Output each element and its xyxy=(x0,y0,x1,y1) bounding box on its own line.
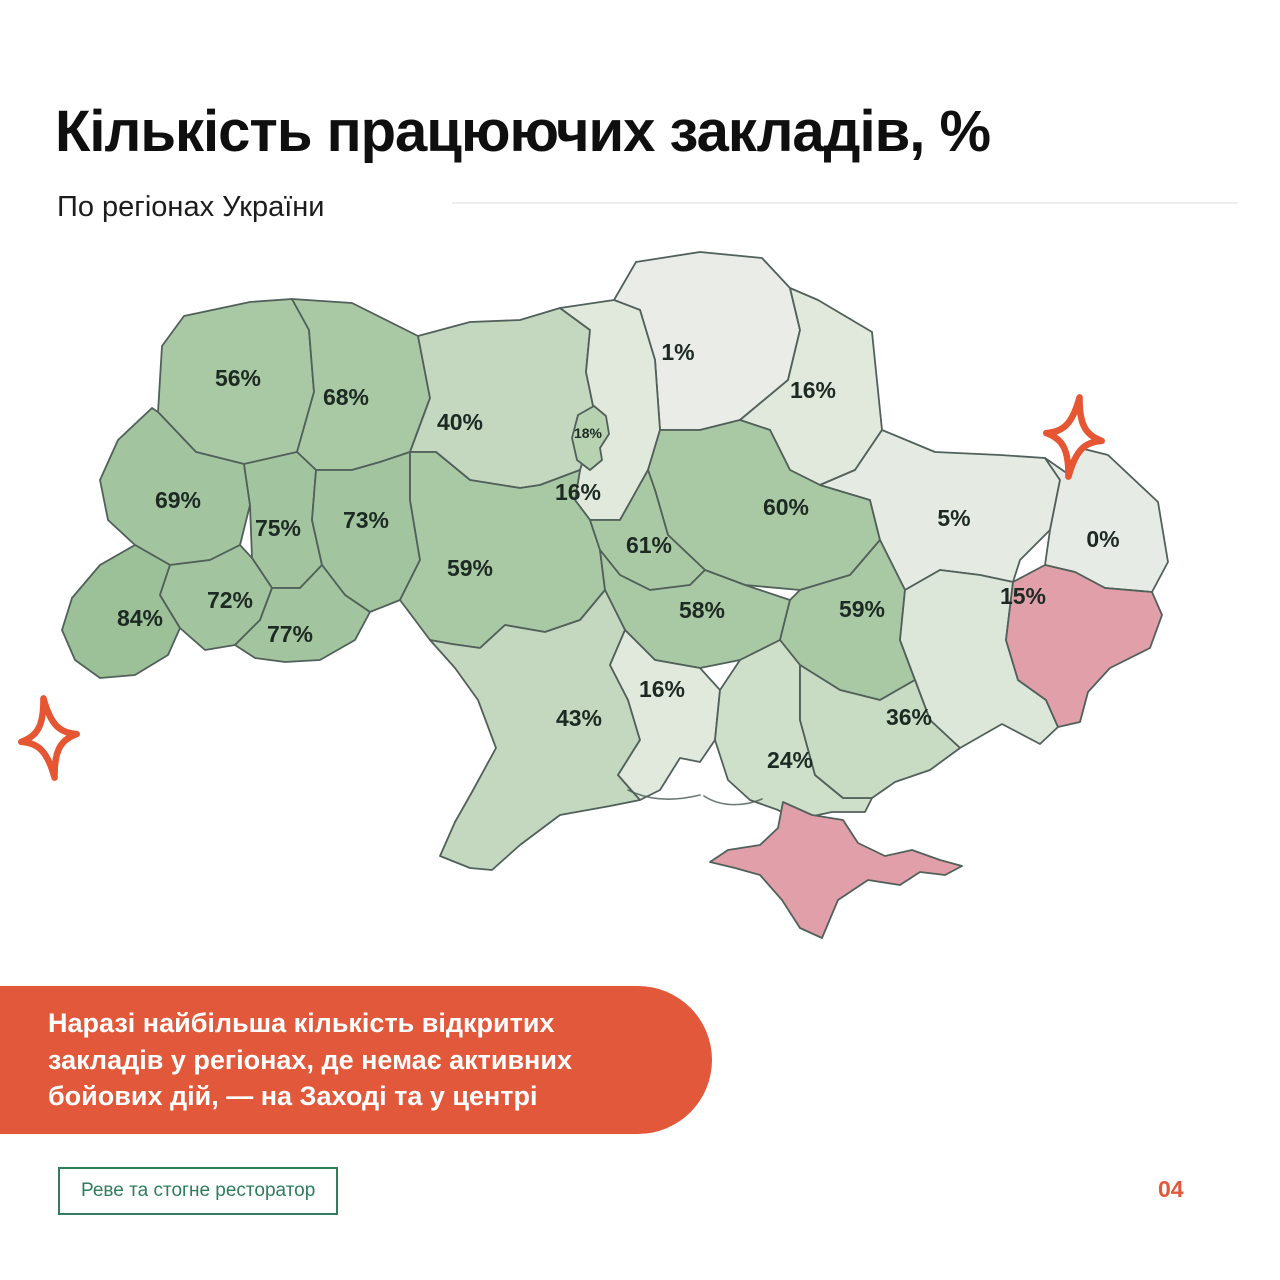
coastline-detail xyxy=(627,789,701,800)
sparkle-icon xyxy=(18,695,80,781)
brand-badge: Реве та стогне ресторатор xyxy=(58,1167,339,1215)
region-zaporizhzhia xyxy=(799,664,961,799)
region-label-kherson: 24% xyxy=(767,747,813,773)
region-crimea-occupied xyxy=(709,801,963,939)
region-label-chernivtsi: 77% xyxy=(267,621,313,647)
header-divider xyxy=(452,202,1238,204)
region-label-chernihiv: 1% xyxy=(661,339,694,365)
region-label-sumy: 16% xyxy=(790,377,836,403)
region-label-volyn: 56% xyxy=(215,365,261,391)
page-subtitle: По регіонах України xyxy=(57,191,325,223)
page-title: Кількість працюючих закладів, % xyxy=(55,99,991,164)
region-mykolaiv xyxy=(609,629,721,801)
region-label-ternopil: 75% xyxy=(255,515,301,541)
region-label-zakarpattia: 84% xyxy=(117,605,163,631)
region-label-zhytomyr: 40% xyxy=(437,409,483,435)
callout-box: Наразі найбільша кількість відкритих зак… xyxy=(0,986,712,1134)
region-label-kirovohrad: 58% xyxy=(679,597,725,623)
region-label-zaporizhzhia: 36% xyxy=(886,704,932,730)
sparkle-icon xyxy=(1043,394,1105,480)
region-label-poltava: 60% xyxy=(763,494,809,520)
region-kherson xyxy=(714,639,873,821)
region-label-kyiv-oblast: 16% xyxy=(555,479,601,505)
region-label-dnipro: 59% xyxy=(839,596,885,622)
region-label-ivano-frankivsk: 72% xyxy=(207,587,253,613)
region-label-donetsk: 15% xyxy=(1000,583,1046,609)
region-chernivtsi xyxy=(234,564,371,663)
region-label-vinnytsia: 59% xyxy=(447,555,493,581)
region-label-luhansk: 0% xyxy=(1086,526,1119,552)
region-kyiv-city xyxy=(571,405,610,471)
page-number: 04 xyxy=(1158,1176,1184,1202)
region-donbas-occupied xyxy=(1005,564,1163,728)
callout-text: Наразі найбільша кількість відкритих зак… xyxy=(48,1007,572,1112)
region-label-mykolaiv: 16% xyxy=(639,676,685,702)
coastline-detail xyxy=(703,795,763,806)
region-label-kyiv-city: 18% xyxy=(574,425,603,441)
region-label-cherkasy: 61% xyxy=(626,532,672,558)
region-label-kharkiv: 5% xyxy=(937,505,970,531)
region-label-odesa: 43% xyxy=(556,705,602,731)
region-label-lviv: 69% xyxy=(155,487,201,513)
region-label-rivne: 68% xyxy=(323,384,369,410)
region-label-khmelnytskyi: 73% xyxy=(343,507,389,533)
